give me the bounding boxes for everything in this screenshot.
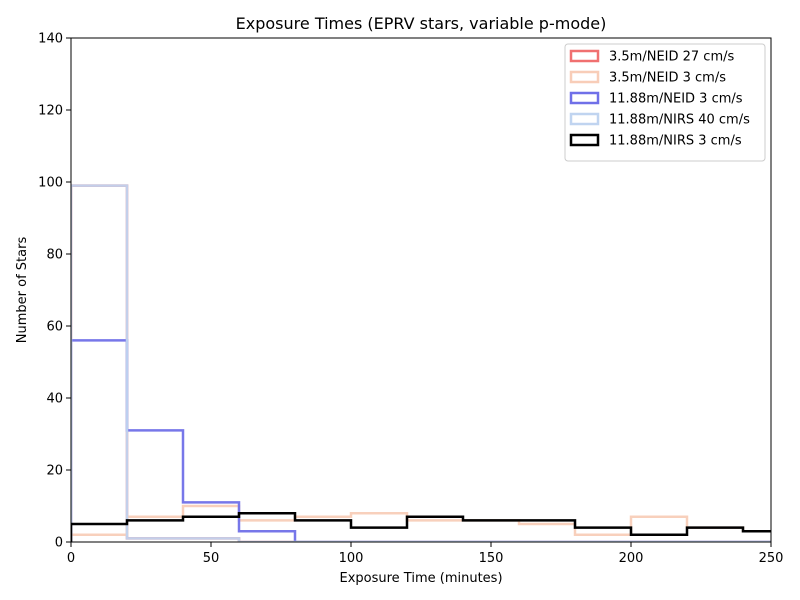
legend-swatch [569,91,600,105]
y-tick-label: 20 [46,464,63,479]
y-axis-ticks: 0 20 40 60 80 100 120 140 [38,32,71,551]
x-tick-label: 250 [759,551,784,566]
series-3-step-line [71,339,771,542]
y-tick-label: 100 [38,176,63,191]
legend-entry-label: 11.88m/NEID 3 cm/s [609,92,743,107]
y-tick-label: 80 [46,248,63,263]
y-tick-label: 0 [55,536,63,551]
legend-entry-label: 3.5m/NEID 3 cm/s [609,71,726,86]
x-tick-label: 0 [67,551,75,566]
x-tick-label: 100 [339,551,364,566]
x-axis-label: Exposure Time (minutes) [339,571,502,586]
legend-entry-label: 11.88m/NIRS 3 cm/s [609,134,742,149]
legend-swatch [569,70,600,84]
legend-box [564,43,766,162]
x-axis-ticks: 0 50 100 150 200 250 [67,542,784,566]
y-tick-label: 60 [46,320,63,335]
y-tick-label: 40 [46,392,63,407]
legend-swatch [569,112,600,126]
y-tick-label: 120 [38,104,63,119]
chart-title: Exposure Times (EPRV stars, variable p-m… [236,14,607,33]
x-tick-label: 50 [203,551,220,566]
series-4-step-line [71,184,771,542]
series-2-step-line [71,504,771,542]
plot-frame [70,37,772,543]
series-5-step-line [71,511,771,542]
series-1-step-line [71,184,771,542]
legend-entry-label: 11.88m/NIRS 40 cm/s [609,113,750,128]
series-layer [71,184,771,542]
y-axis-label: Number of Stars [15,237,30,344]
x-tick-label: 200 [619,551,644,566]
legend-swatch [569,133,600,147]
y-tick-label: 140 [38,32,63,47]
x-tick-label: 150 [479,551,504,566]
legend: 3.5m/NEID 27 cm/s 3.5m/NEID 3 cm/s 11.88m/… [564,43,766,162]
legend-entry-label: 3.5m/NEID 27 cm/s [609,50,734,65]
legend-swatch [569,49,600,63]
